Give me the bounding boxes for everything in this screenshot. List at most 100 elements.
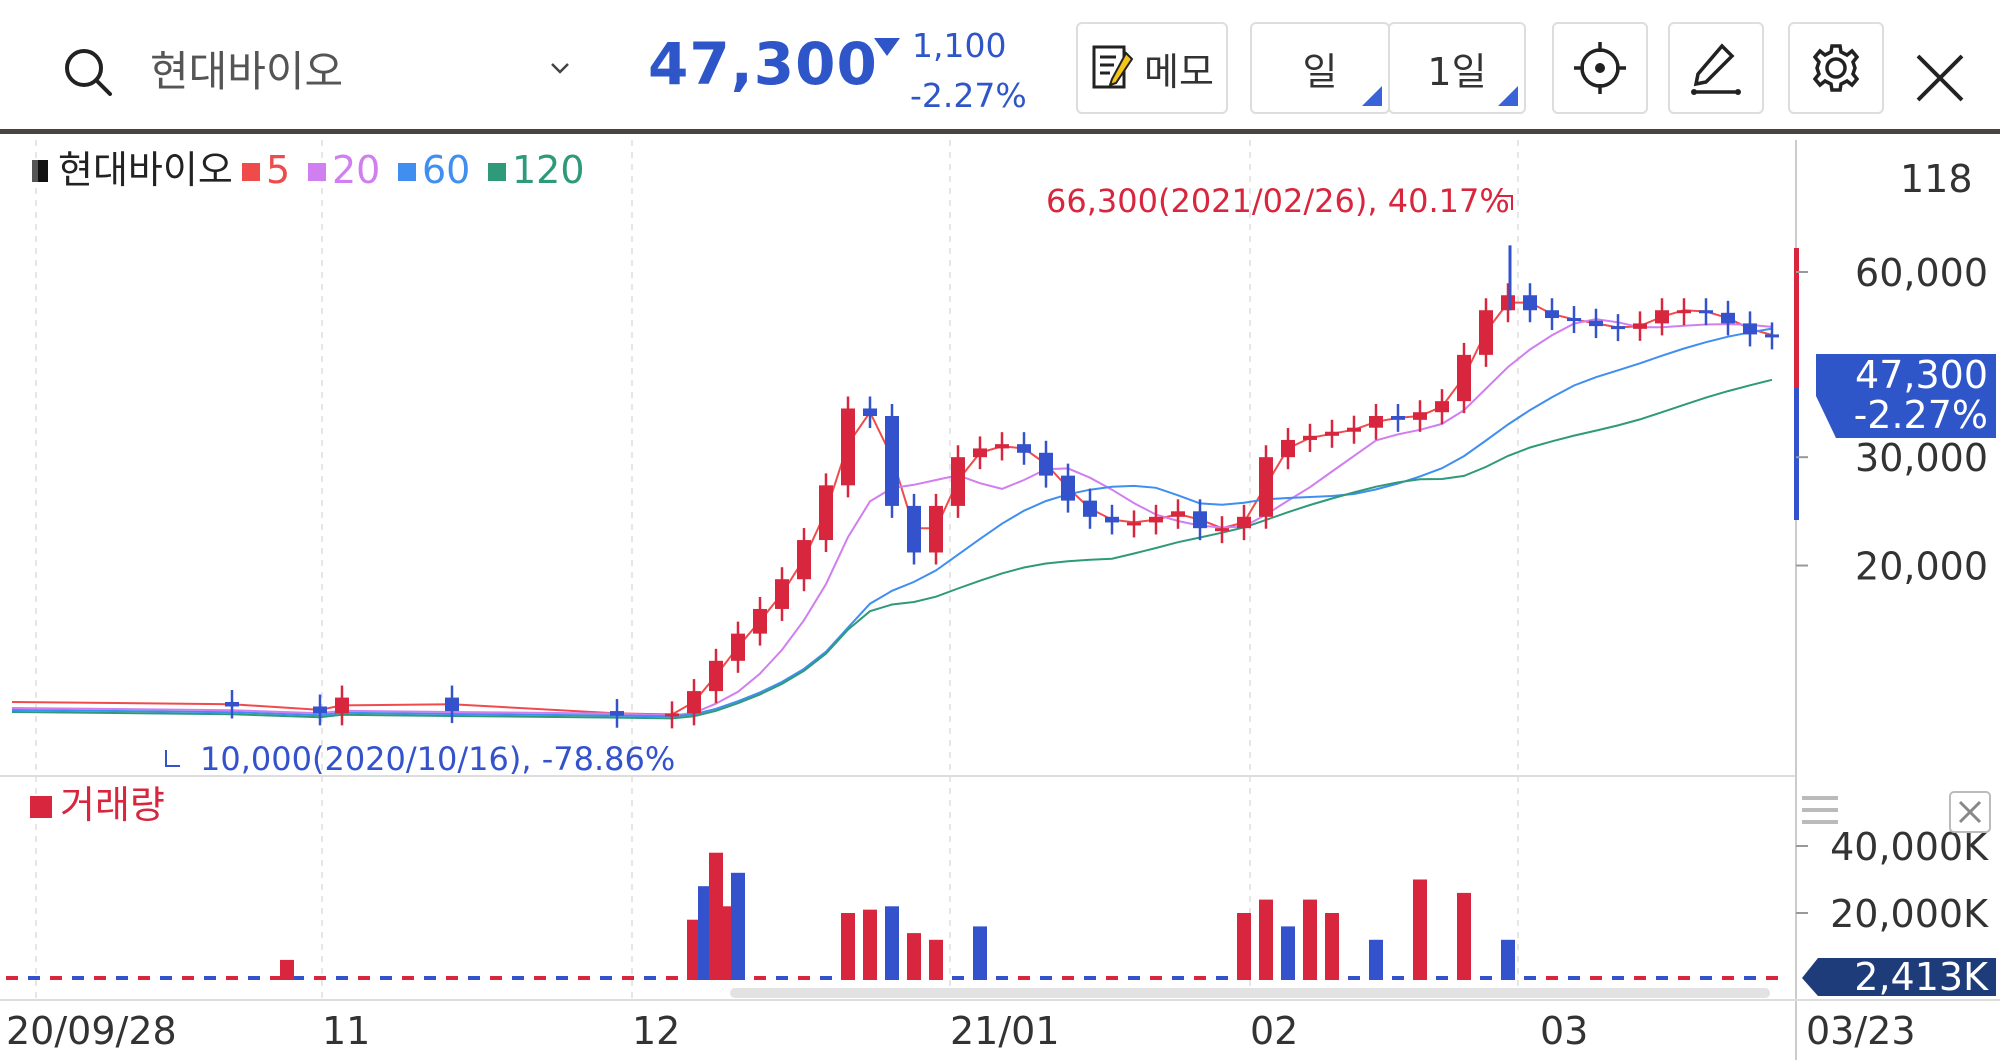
candle [610, 711, 624, 716]
candle [1237, 516, 1251, 529]
x-axis-labels: 20/09/28 11 12 21/01 02 03 03/23 [6, 1009, 1916, 1053]
current-volume-value: 2,413K [1854, 955, 1989, 999]
period-select-button[interactable]: 일 [1250, 22, 1390, 114]
chevron-down-icon[interactable] [548, 56, 572, 80]
candle [1721, 312, 1735, 324]
min-price-annotation: 10,000(2020/10/16), -78.86% [200, 740, 675, 778]
candle [1655, 310, 1669, 324]
volume-bar [1457, 892, 1471, 980]
price-change: 1,100 [912, 26, 1007, 65]
candle [225, 702, 239, 707]
current-volume-tag [1802, 958, 1996, 996]
hamburger-icon[interactable] [1802, 796, 1838, 824]
candle [731, 633, 745, 661]
candle [1017, 444, 1031, 453]
volume-bar [731, 872, 745, 980]
vol-tick-1: 20,000K [1830, 892, 1989, 936]
x-label-3: 21/01 [950, 1009, 1060, 1053]
candle [687, 691, 701, 714]
current-pct-tag-value: -2.27% [1854, 393, 1988, 437]
candle [973, 448, 987, 458]
current-price: 47,300 [648, 30, 878, 98]
max-price-annotation: 66,300(2021/02/26), 40.17% [1046, 182, 1510, 220]
settings-button[interactable] [1788, 22, 1884, 114]
down-triangle-icon [874, 38, 900, 56]
top-axis-value: 118 [1900, 157, 1973, 201]
candle [1281, 439, 1295, 458]
corner-triangle-icon [1498, 86, 1518, 106]
candle [1501, 295, 1515, 311]
volume-bar [280, 959, 294, 980]
candle [1567, 318, 1581, 322]
candle [1215, 528, 1229, 532]
interval-select-button[interactable]: 1일 [1388, 22, 1526, 114]
candle [1061, 475, 1075, 501]
candle [1303, 435, 1317, 440]
memo-label: 메모 [1144, 49, 1214, 94]
candle [1347, 427, 1361, 432]
corner-triangle-icon [1362, 86, 1382, 106]
candle [1743, 323, 1757, 335]
candle [1435, 401, 1449, 413]
current-price-tag [1816, 354, 1996, 438]
stock-name-select[interactable]: 현대바이오 [150, 47, 344, 96]
volume-bar [885, 906, 899, 980]
volume-label: 거래량 [60, 783, 165, 827]
volume-bar [1369, 939, 1383, 980]
x-label-1: 11 [322, 1009, 370, 1053]
legend-ma-2: 60 [422, 148, 470, 192]
chart-scrollbar[interactable] [730, 988, 1770, 998]
legend-ma-1: 20 [332, 148, 380, 192]
volume-bar [709, 852, 723, 980]
memo-icon [1092, 45, 1134, 89]
chart-legend: 현대바이오 5 20 60 120 [32, 148, 585, 192]
candle [995, 444, 1009, 449]
candle [1611, 326, 1625, 330]
candle [907, 505, 921, 553]
volume-bar [929, 939, 943, 980]
y-tick-2: 20,000 [1855, 545, 1988, 589]
gear-icon [1812, 44, 1860, 92]
volume-bars [6, 852, 1778, 980]
candle [1545, 310, 1559, 319]
min-marker-icon [165, 750, 180, 767]
x-label-4: 02 [1250, 1009, 1298, 1053]
candle [665, 713, 679, 717]
price-candles [225, 245, 1799, 729]
candle [753, 608, 767, 634]
legend-ma-0: 5 [266, 148, 290, 192]
close-volume-panel-icon[interactable] [1949, 791, 1991, 833]
volume-bar [1413, 879, 1427, 980]
candle [1677, 310, 1691, 314]
volume-bar [687, 919, 701, 980]
crosshair-button[interactable] [1552, 22, 1648, 114]
candle [1479, 310, 1493, 355]
x-label-5: 03 [1540, 1009, 1588, 1053]
period-label: 일 [1302, 49, 1338, 94]
x-label-0: 20/09/28 [6, 1009, 177, 1053]
candle [797, 540, 811, 580]
search-icon[interactable] [60, 44, 116, 100]
candle [709, 660, 723, 692]
candle [1193, 511, 1207, 529]
draw-tool-button[interactable] [1668, 22, 1764, 114]
candle [1083, 500, 1097, 517]
candle [863, 408, 877, 417]
volume-bar [1259, 899, 1273, 980]
max-marker-icon [1498, 195, 1513, 210]
legend-stock: 현대바이오 [58, 148, 233, 192]
current-price-tag-value: 47,300 [1855, 353, 1988, 397]
x-label-6: 03/23 [1806, 1009, 1916, 1053]
candle [1413, 412, 1427, 420]
volume-bar [1501, 939, 1515, 980]
close-icon[interactable] [1912, 50, 1968, 106]
candle [1589, 320, 1603, 327]
pencil-icon [1691, 43, 1741, 95]
memo-button[interactable]: 메모 [1076, 22, 1228, 114]
top-toolbar: 현대바이오 47,300 1,100 -2.27% 메모 일 1일 [0, 0, 2000, 134]
volume-bar [841, 913, 855, 980]
crosshair-icon [1574, 42, 1626, 94]
candle [885, 416, 899, 506]
interval-label: 1일 [1427, 49, 1487, 94]
